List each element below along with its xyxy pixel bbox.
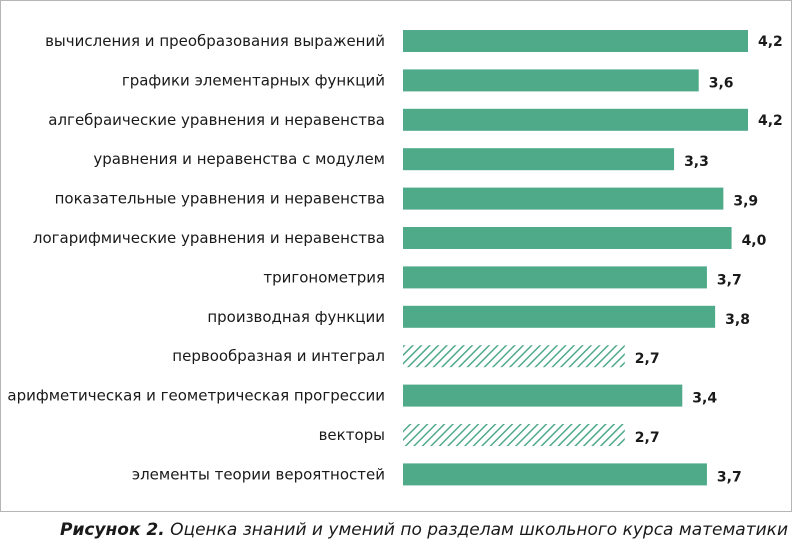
category-label: элементы теории вероятностей xyxy=(132,465,385,483)
value-label: 4,0 xyxy=(742,233,767,249)
category-label: векторы xyxy=(319,426,385,444)
bar xyxy=(403,384,683,407)
bar xyxy=(403,227,732,249)
bar xyxy=(403,305,716,328)
category-label: тригонометрия xyxy=(263,268,385,286)
bar xyxy=(403,266,707,289)
bar-chart: вычисления и преобразования выражений 4,2… xyxy=(7,30,783,486)
figure-caption: Рисунок 2. Оценка знаний и умений по раз… xyxy=(0,520,792,540)
category-label: показательные уравнения и неравенства xyxy=(55,190,385,208)
bar xyxy=(403,69,699,92)
category-label: арифметическая и геометрическая прогресс… xyxy=(7,387,385,405)
value-label: 3,3 xyxy=(684,154,709,170)
value-label: 3,4 xyxy=(692,391,717,407)
value-label: 3,6 xyxy=(709,75,734,91)
bar xyxy=(403,108,748,131)
category-label: первообразная и интеграл xyxy=(172,347,385,365)
category-label: вычисления и преобразования выражений xyxy=(45,32,385,50)
value-label: 3,9 xyxy=(733,194,758,210)
value-label: 3,8 xyxy=(725,312,750,328)
category-label: логарифмические уравнения и неравенства xyxy=(33,229,385,247)
category-label: графики элементарных функций xyxy=(122,71,385,89)
category-label: алгебраические уравнения и неравенства xyxy=(48,111,385,129)
bar-hatched xyxy=(403,345,625,368)
chart-frame: вычисления и преобразования выражений 4,2… xyxy=(0,0,792,512)
value-label: 2,7 xyxy=(635,430,660,446)
bar xyxy=(403,187,724,210)
value-label: 4,2 xyxy=(758,113,783,129)
bar-hatched xyxy=(403,424,625,446)
category-label: производная функции xyxy=(207,308,385,326)
caption-figure-number: Рисунок 2. xyxy=(60,520,165,540)
value-label: 4,2 xyxy=(758,34,783,50)
value-label: 3,7 xyxy=(717,469,742,485)
caption-text: Оценка знаний и умений по разделам школь… xyxy=(164,520,788,540)
bar xyxy=(403,463,707,486)
bar xyxy=(403,30,748,52)
category-label: уравнения и неравенства с модулем xyxy=(93,150,385,168)
bar xyxy=(403,148,675,171)
value-label: 3,7 xyxy=(717,272,742,288)
value-label: 2,7 xyxy=(635,351,660,367)
